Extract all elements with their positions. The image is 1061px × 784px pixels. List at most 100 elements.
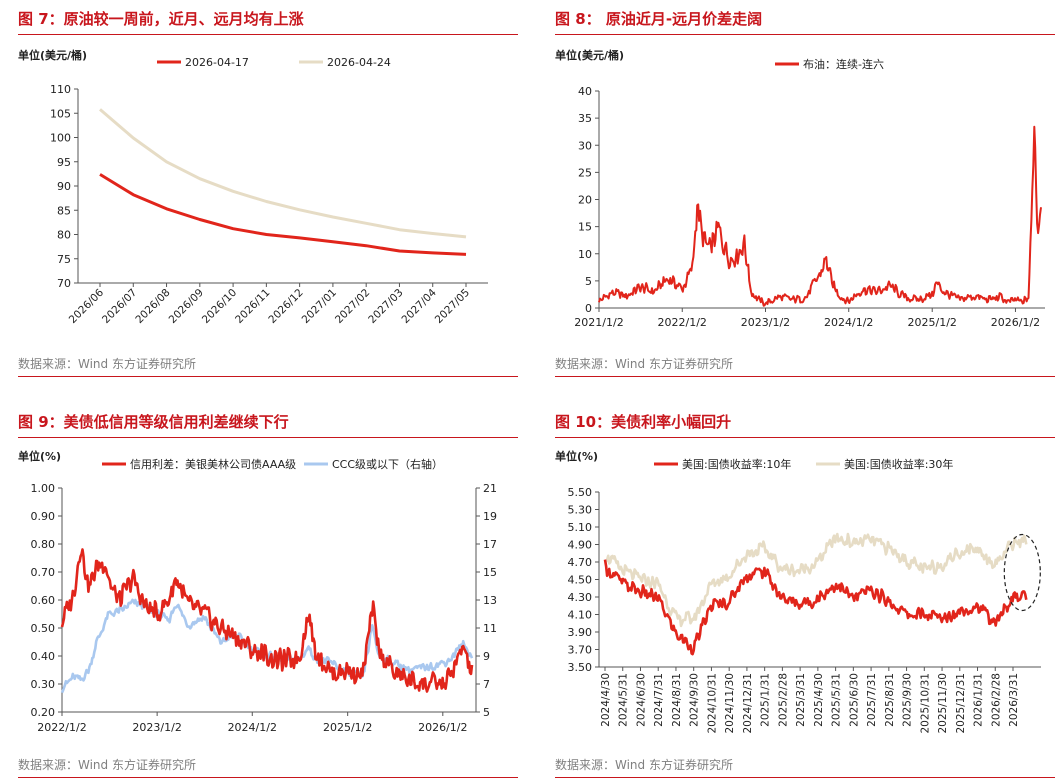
panel-fig7: 图 7：原油较一周前，近月、远月均有上涨 单位(美元/桶) 2026-04-17 2… bbox=[18, 0, 518, 390]
panel-title: 图 7：原油较一周前，近月、远月均有上涨 bbox=[18, 10, 304, 28]
x-tick-label: 2024/9/30 bbox=[689, 673, 701, 727]
y-axis-unit: 单位(美元/桶) bbox=[18, 48, 87, 62]
chart-fig9: 单位(%) 信用利差：美银美林公司债AAA级 CCC级或以下（右轴） 0.20 0.30… bbox=[18, 449, 497, 734]
left-y-tick-label: 3.70 bbox=[568, 644, 593, 657]
x-tick-label: 2027/05 bbox=[433, 287, 472, 326]
left-y-tick-label: 1.00 bbox=[31, 482, 56, 495]
legend-label: CCC级或以下（右轴） bbox=[332, 457, 443, 471]
x-tick-label: 2025/5/31 bbox=[831, 673, 843, 727]
x-tick-label: 2024/6/30 bbox=[635, 673, 647, 727]
x-tick-label: 2023/1/2 bbox=[132, 721, 181, 734]
x-tick-label: 2027/04 bbox=[400, 286, 440, 326]
right-y-tick-label: 13 bbox=[483, 594, 497, 607]
x-tick-label: 2021/1/2 bbox=[574, 316, 623, 329]
x-tick-label: 2026/1/2 bbox=[418, 721, 467, 734]
chart-fig7: 单位(美元/桶) 2026-04-17 2026-04-24 70 75 80 85 90 95… bbox=[18, 48, 488, 326]
x-tick-label: 2026/1/31 bbox=[973, 673, 985, 727]
title-rule bbox=[555, 34, 1055, 35]
x-tick-label: 2024/4/30 bbox=[600, 673, 612, 727]
x-tick-label: 2026/09 bbox=[167, 287, 206, 326]
x-tick-label: 2024/1/2 bbox=[228, 721, 277, 734]
left-y-tick-label: 0.40 bbox=[31, 650, 56, 663]
panel-fig8: 图 8： 原油近月-远月价差走阔 单位(美元/桶) 布油：连续-连六 0 5 10 15 2… bbox=[555, 0, 1055, 390]
x-tick-label: 2026/12 bbox=[266, 287, 305, 326]
panel-title: 图 9：美债低信用等级信用利差继续下行 bbox=[18, 413, 289, 431]
bottom-rule bbox=[18, 777, 518, 778]
x-tick-label: 2024/12/31 bbox=[742, 673, 754, 734]
left-y-tick-label: 4.10 bbox=[568, 609, 593, 622]
left-y-tick-label: 3.90 bbox=[568, 626, 593, 639]
x-tick-label: 2024/10/31 bbox=[706, 673, 718, 734]
right-y-tick-label: 7 bbox=[483, 678, 490, 691]
x-tick-label: 2025/7/31 bbox=[866, 673, 878, 727]
x-tick-label: 2026/11 bbox=[233, 287, 272, 326]
x-tick-label: 2023/1/2 bbox=[741, 316, 790, 329]
panel-title: 图 8： 原油近月-远月价差走阔 bbox=[555, 10, 763, 28]
series-line bbox=[99, 173, 467, 256]
left-y-tick-label: 80 bbox=[57, 229, 71, 242]
right-y-tick-label: 9 bbox=[483, 650, 490, 663]
source-note: 数据来源：Wind 东方证券研究所 bbox=[555, 758, 733, 772]
left-y-tick-label: 35 bbox=[578, 112, 592, 125]
y-axis-unit: 单位(美元/桶) bbox=[555, 48, 624, 62]
right-y-tick-label: 5 bbox=[483, 706, 490, 719]
x-tick-label: 2024/5/31 bbox=[618, 673, 630, 727]
x-tick-label: 2026/06 bbox=[67, 286, 107, 326]
left-y-tick-label: 0.90 bbox=[31, 510, 56, 523]
bottom-rule bbox=[555, 777, 1055, 778]
left-y-tick-label: 5.10 bbox=[568, 521, 593, 534]
y-axis-unit: 单位(%) bbox=[555, 449, 598, 463]
title-rule bbox=[18, 34, 518, 35]
x-tick-label: 2024/1/2 bbox=[824, 316, 873, 329]
x-tick-label: 2024/7/31 bbox=[653, 673, 665, 727]
left-y-tick-label: 95 bbox=[57, 156, 71, 169]
title-rule bbox=[18, 437, 518, 438]
left-y-tick-label: 0 bbox=[585, 302, 592, 315]
left-y-tick-label: 85 bbox=[57, 204, 71, 217]
left-y-tick-label: 20 bbox=[578, 194, 592, 207]
x-tick-label: 2025/11/30 bbox=[937, 673, 949, 734]
right-y-tick-label: 19 bbox=[483, 510, 497, 523]
right-y-tick-label: 17 bbox=[483, 538, 497, 551]
left-y-tick-label: 0.60 bbox=[31, 594, 56, 607]
x-tick-label: 2024/11/30 bbox=[724, 673, 736, 734]
left-y-tick-label: 4.30 bbox=[568, 591, 593, 604]
x-tick-label: 2026/1/2 bbox=[991, 316, 1040, 329]
series-line-aaa bbox=[60, 548, 474, 693]
left-y-tick-label: 4.70 bbox=[568, 556, 593, 569]
x-tick-label: 2026/10 bbox=[200, 287, 239, 326]
left-y-tick-label: 0.30 bbox=[31, 678, 56, 691]
source-note: 数据来源：Wind 东方证券研究所 bbox=[555, 357, 733, 371]
highlight-ellipse bbox=[1003, 533, 1041, 612]
legend-label: 美国:国债收益率:10年 bbox=[682, 457, 791, 471]
left-y-tick-label: 5 bbox=[585, 275, 592, 288]
source-note: 数据来源：Wind 东方证券研究所 bbox=[18, 357, 196, 371]
panel-fig9: 图 9：美债低信用等级信用利差继续下行 单位(%) 信用利差：美银美林公司债AAA… bbox=[18, 404, 518, 784]
left-y-tick-label: 4.90 bbox=[568, 539, 593, 552]
right-y-tick-label: 15 bbox=[483, 566, 497, 579]
bottom-rule bbox=[18, 376, 518, 377]
left-y-tick-label: 10 bbox=[578, 248, 592, 261]
legend-label: 美国:国债收益率:30年 bbox=[844, 457, 953, 471]
panel-fig10: 图 10：美债利率小幅回升 单位(%) 美国:国债收益率:10年 美国:国债收益率:… bbox=[555, 404, 1055, 784]
x-tick-label: 2022/1/2 bbox=[37, 721, 86, 734]
x-tick-label: 2026/08 bbox=[133, 287, 172, 326]
legend-label: 2026-04-24 bbox=[327, 56, 391, 69]
left-y-tick-label: 90 bbox=[57, 180, 71, 193]
x-tick-label: 2026/2/28 bbox=[990, 673, 1002, 727]
y-axis-unit: 单位(%) bbox=[18, 449, 61, 463]
title-rule bbox=[555, 437, 1055, 438]
x-tick-label: 2025/6/30 bbox=[848, 673, 860, 727]
left-y-tick-label: 25 bbox=[578, 166, 592, 179]
legend-label: 2026-04-17 bbox=[185, 56, 249, 69]
legend-label: 信用利差：美银美林公司债AAA级 bbox=[130, 457, 296, 471]
left-y-tick-label: 105 bbox=[50, 107, 71, 120]
series-line bbox=[604, 532, 1028, 628]
series-line bbox=[99, 108, 467, 239]
left-y-tick-label: 5.50 bbox=[568, 486, 593, 499]
left-y-tick-label: 3.50 bbox=[568, 661, 593, 674]
panel-title: 图 10：美债利率小幅回升 bbox=[555, 413, 732, 431]
left-y-tick-label: 0.80 bbox=[31, 538, 56, 551]
x-tick-label: 2025/10/31 bbox=[919, 673, 931, 734]
left-y-tick-label: 70 bbox=[57, 277, 71, 290]
